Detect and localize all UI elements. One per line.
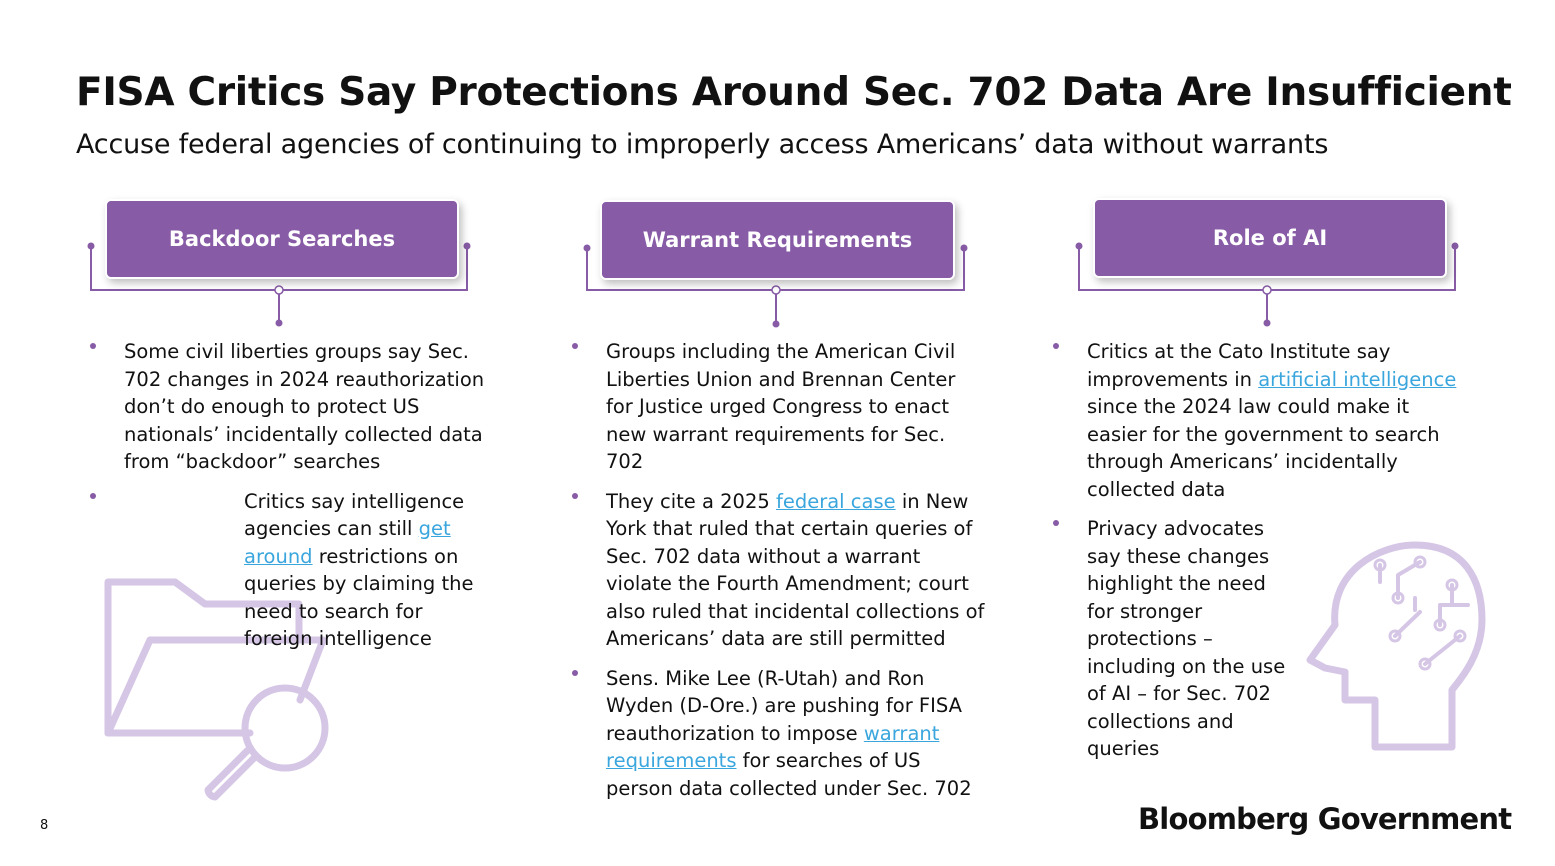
- bullet-text: Some civil liberties groups say Sec. 702…: [124, 340, 485, 473]
- column-heading: Warrant Requirements: [600, 200, 955, 280]
- column-body: Some civil liberties groups say Sec. 702…: [90, 338, 496, 665]
- bullet-text: Privacy advocates say these changes high…: [1087, 517, 1286, 760]
- bullet: Groups including the American Civil Libe…: [572, 338, 986, 476]
- bullet-text: Critics say intelligence agencies can st…: [244, 489, 465, 541]
- bullet-text: for searches of US person data collected…: [606, 749, 972, 800]
- link[interactable]: warrant requirements: [606, 721, 940, 773]
- bullet-text: They cite a 2025: [606, 489, 776, 513]
- column-heading: Backdoor Searches: [105, 199, 459, 279]
- ai-head-icon: [1306, 541, 1486, 751]
- link[interactable]: federal case: [775, 489, 896, 513]
- folder-search-icon: [104, 578, 329, 801]
- column-heading: Role of AI: [1093, 198, 1447, 278]
- bullet: Sens. Mike Lee (R-Utah) and Ron Wyden (D…: [572, 665, 986, 803]
- bullet-text: Groups including the American Civil Libe…: [606, 340, 956, 473]
- bullet-text: in New York that ruled that certain quer…: [606, 489, 985, 651]
- bullet: They cite a 2025 federal case in New Yor…: [572, 488, 986, 653]
- bullet-text: since the 2024 law could make it easier …: [1087, 395, 1440, 501]
- bullet: Some civil liberties groups say Sec. 702…: [90, 338, 496, 476]
- subtitle: Accuse federal agencies of continuing to…: [76, 129, 1329, 160]
- column-body: Critics at the Cato Institute say improv…: [1053, 338, 1473, 775]
- bullet-text: Critics at the Cato Institute say improv…: [1087, 340, 1391, 391]
- bullet: Privacy advocates say these changes high…: [1053, 515, 1473, 763]
- brand-logo: Bloomberg Government: [1138, 802, 1512, 836]
- page-number: 8: [40, 818, 49, 833]
- bullet: Critics at the Cato Institute say improv…: [1053, 338, 1473, 503]
- column-body: Groups including the American Civil Libe…: [572, 338, 986, 814]
- bullet: Critics say intelligence agencies can st…: [90, 488, 496, 653]
- bullet-text: restrictions on queries by claiming the …: [244, 544, 474, 651]
- title: FISA Critics Say Protections Around Sec.…: [76, 70, 1512, 115]
- link[interactable]: get around: [244, 517, 451, 568]
- bullet-text: Sens. Mike Lee (R-Utah) and Ron Wyden (D…: [606, 666, 962, 745]
- link[interactable]: artificial intelligence: [1258, 367, 1457, 391]
